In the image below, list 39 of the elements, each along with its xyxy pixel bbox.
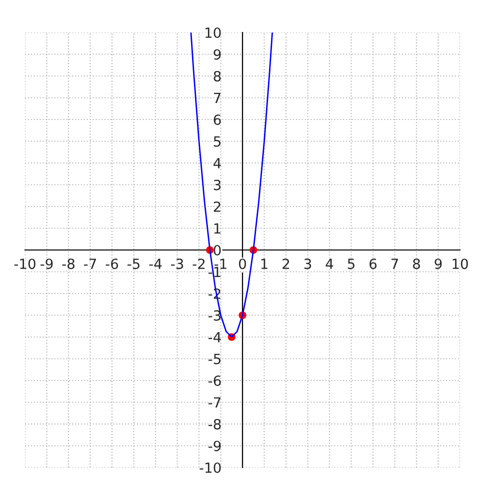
y-tick-label: 6: [214, 114, 221, 125]
y-tick-label: -8: [208, 418, 221, 430]
x-tick-label: 5: [348, 258, 354, 270]
y-tick-label: 8: [214, 70, 221, 82]
x-tick-label: -3: [171, 258, 184, 270]
x-tick-label: 8: [413, 258, 420, 270]
x-tick-label: 2: [282, 258, 290, 269]
x-tick-label: 4: [326, 258, 334, 269]
y-tick-label: 0: [214, 244, 221, 256]
x-tick-label: -6: [106, 258, 118, 270]
y-tick-label: -3: [208, 310, 221, 321]
x-tick-label: -9: [40, 258, 53, 270]
x-tick-label: -5: [128, 258, 140, 270]
y-tick-label: -5: [208, 354, 220, 364]
y-tick-label: -10: [200, 462, 221, 473]
x-tick-label: 6: [370, 258, 377, 270]
x-tick-label: 1: [261, 258, 268, 269]
y-tick-label: 9: [214, 49, 221, 60]
x-tick-label: 10: [452, 258, 468, 270]
y-tick-label: 4: [214, 158, 221, 168]
x-tick-label: -7: [84, 258, 96, 269]
y-tick-label: -6: [208, 375, 221, 386]
x-tick-label: 0: [238, 258, 246, 270]
x-tick-label: 3: [304, 258, 312, 270]
x-tick-label: -2: [192, 258, 205, 269]
y-tick-label: 7: [214, 92, 220, 104]
y-tick-label: -9: [208, 440, 221, 452]
x-tick-label: -4: [149, 258, 162, 269]
y-tick-label: 3: [214, 180, 221, 190]
y-tick-label: 10: [206, 27, 221, 38]
y-tick-label: 2: [214, 201, 220, 212]
y-tick-label: 1: [214, 223, 220, 234]
x-tick-label: 7: [391, 258, 398, 269]
y-tick-label: -4: [208, 332, 221, 342]
y-tick-label: 5: [214, 136, 220, 147]
x-tick-label: -8: [62, 258, 74, 270]
y-tick-label: -7: [208, 397, 220, 408]
x-tick-label: -10: [14, 258, 36, 270]
x-tick-label: 9: [434, 258, 442, 270]
